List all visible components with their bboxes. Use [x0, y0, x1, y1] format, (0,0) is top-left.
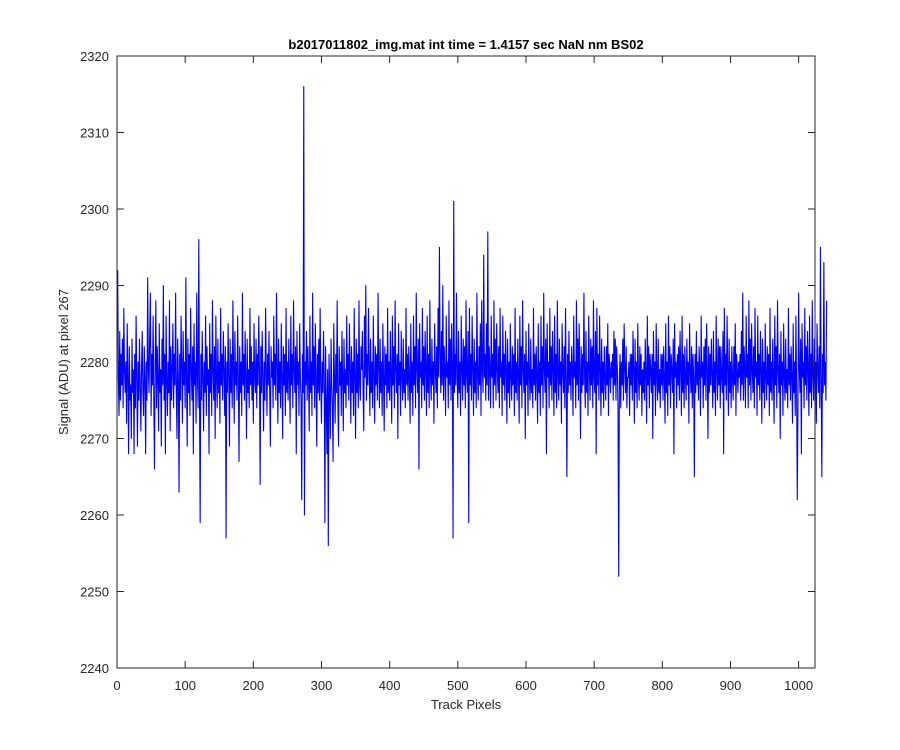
x-tick-label: 1000	[784, 678, 813, 693]
x-axis-label: Track Pixels	[431, 697, 502, 712]
y-tick-label: 2250	[80, 585, 109, 600]
x-tick-label: 500	[447, 678, 469, 693]
y-axis-label: Signal (ADU) at pixel 267	[56, 289, 71, 435]
x-tick-label: 800	[651, 678, 673, 693]
y-tick-label: 2280	[80, 355, 109, 370]
x-tick-label: 400	[379, 678, 401, 693]
x-axis-ticks: 0 100 200 300 400 500 600 700 800 900 1000	[113, 56, 813, 693]
y-tick-label: 2240	[80, 661, 109, 676]
y-tick-label: 2310	[80, 126, 109, 141]
chart-title: b2017011802_img.mat int time = 1.4157 se…	[288, 37, 643, 52]
y-tick-label: 2270	[80, 432, 109, 447]
x-tick-label: 300	[311, 678, 333, 693]
x-tick-label: 900	[720, 678, 742, 693]
y-axis-ticks: 2240 2250 2260 2270 2280 2290 2300 2310 2320	[80, 49, 815, 676]
signal-series-line	[117, 86, 828, 577]
x-tick-label: 600	[515, 678, 537, 693]
data-layer	[117, 86, 828, 577]
x-tick-label: 0	[113, 678, 120, 693]
y-tick-label: 2300	[80, 202, 109, 217]
x-tick-label: 100	[174, 678, 196, 693]
y-tick-label: 2320	[80, 49, 109, 64]
y-tick-label: 2260	[80, 508, 109, 523]
y-tick-label: 2290	[80, 279, 109, 294]
x-tick-label: 700	[583, 678, 605, 693]
x-tick-label: 200	[242, 678, 264, 693]
